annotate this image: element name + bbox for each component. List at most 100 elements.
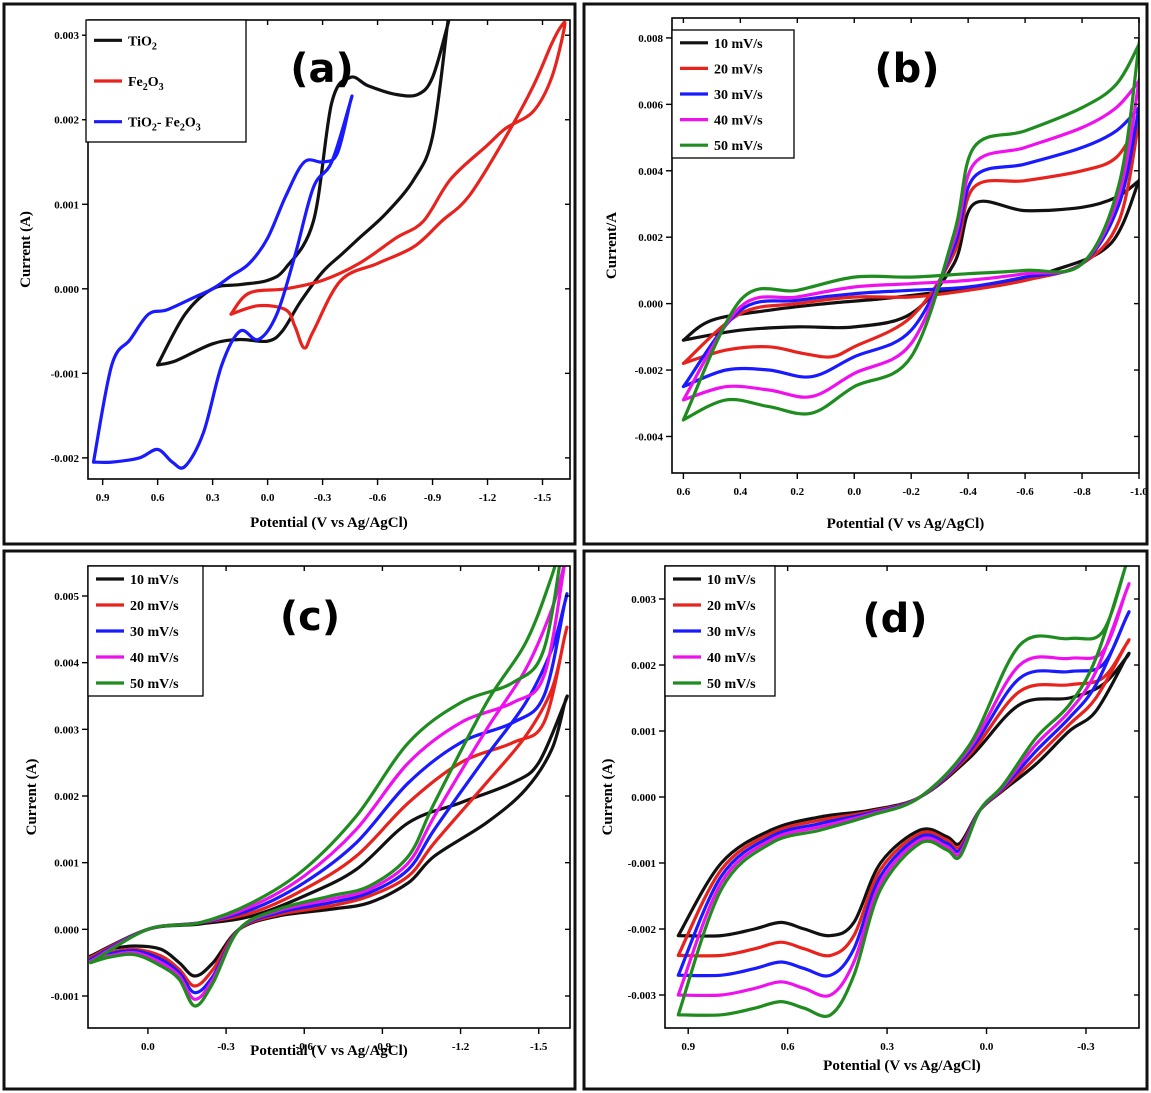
y-tick-label-b: 0.008	[638, 33, 663, 45]
x-tick-label-a: -0.3	[314, 492, 332, 504]
y-tick-label-a: 0.001	[54, 199, 79, 211]
series-line-c-5	[89, 566, 562, 1008]
y-tick-label-d: -0.003	[628, 990, 657, 1002]
x-tick-label-b: 0.6	[677, 486, 691, 498]
x-tick-label-b: 0.2	[790, 486, 804, 498]
panel-c-border	[2, 549, 577, 1091]
x-tick-label-c: -0.6	[296, 1041, 314, 1053]
y-tick-label-a: 0.000	[54, 284, 79, 296]
chart-panel-b: 0.6 0.4 0.2 0.0 -0.2 -0.4 -0.6 -0.8 -1.0 0.008 0.0…	[604, 17, 1148, 532]
chart-panel-c: 0.0 -0.3 -0.6 -0.9 -1.2 -1.5 0.005 0.004 0.003 0.…	[24, 565, 571, 1059]
legend-label-c-1: 10 mV/s	[130, 573, 179, 588]
panel-label-b: (b)	[874, 46, 939, 92]
x-tick-label-b: -0.6	[1016, 486, 1034, 498]
y-axis-title-c: Current (A)	[24, 759, 40, 836]
y-tick-label-b: -0.004	[635, 431, 664, 443]
legend-label-b-5: 50 mV/s	[714, 139, 763, 154]
y-tick-label-b: 0.002	[638, 232, 663, 244]
series-group-d	[676, 566, 1131, 1018]
legend-label-c-4: 40 mV/s	[130, 651, 179, 666]
y-tick-label-d: 0.002	[631, 660, 656, 672]
x-tick-label-b: -0.8	[1073, 486, 1091, 498]
x-tick-label-c: -1.5	[530, 1041, 548, 1053]
y-tick-label-c: -0.001	[51, 991, 79, 1003]
y-tick-label-a: -0.002	[51, 453, 80, 465]
legend-label-a-2: Fe2O3	[128, 75, 164, 93]
legend-label-c-5: 50 mV/s	[130, 677, 179, 692]
series-line-b-1	[681, 177, 1139, 342]
y-tick-label-a: -0.001	[51, 368, 79, 380]
y-tick-label-c: 0.003	[54, 724, 79, 736]
y-tick-label-d: 0.000	[631, 792, 656, 804]
y-tick-label-c: 0.005	[54, 591, 79, 603]
x-axis-title-a: Potential (V vs Ag/AgCl)	[250, 515, 408, 531]
legend-a: TiO2 Fe2O3 TiO2- Fe2O3	[85, 19, 247, 143]
y-tick-label-b: -0.002	[635, 365, 664, 377]
x-tick-label-a: 0.3	[206, 492, 220, 504]
x-tick-label-c: -1.2	[452, 1041, 470, 1053]
x-tick-label-a: -1.5	[534, 492, 552, 504]
x-axis-title-b: Potential (V vs Ag/AgCl)	[827, 516, 985, 532]
series-line-c-2	[89, 625, 569, 988]
legend-label-d-3: 30 mV/s	[707, 625, 756, 640]
legend-label-a-3: TiO2- Fe2O3	[128, 116, 201, 134]
panel-label-c: (c)	[280, 594, 340, 640]
plot-area-b	[671, 17, 1140, 474]
x-tick-label-b: -0.4	[959, 486, 977, 498]
panel-label-a: (a)	[290, 46, 354, 92]
plot-area-c	[87, 565, 571, 1029]
x-tick-label-a: 0.9	[96, 492, 110, 504]
y-tick-label-b: 0.000	[638, 299, 663, 311]
legend-label-d-2: 20 mV/s	[707, 599, 756, 614]
series-line-c-1	[89, 694, 569, 978]
x-tick-label-b: -0.2	[902, 486, 920, 498]
series-line-a-2	[229, 20, 567, 350]
legend-label-d-1: 10 mV/s	[707, 573, 756, 588]
chart-panel-d: 0.9 0.6 0.3 0.0 -0.3 0.003 0.002 0.001 0.000 -0.0…	[600, 565, 1140, 1074]
x-tick-label-b: 0.0	[847, 486, 861, 498]
series-group-a	[91, 20, 567, 470]
chart-panel-a: 0.9 0.6 0.3 0.0 -0.3 -0.6 -0.9 -1.2 -1.5 0.003 0.0…	[18, 19, 571, 531]
x-tick-label-a: -0.9	[424, 492, 442, 504]
legend-label-b-1: 10 mV/s	[714, 37, 763, 52]
x-tick-label-a: -1.2	[479, 492, 497, 504]
series-line-a-1	[156, 20, 451, 367]
series-group-c	[89, 566, 569, 1008]
series-line-b-2	[681, 114, 1139, 365]
legend-label-a-1: TiO2	[128, 34, 157, 52]
legend-label-c-2: 20 mV/s	[130, 599, 179, 614]
plot-area-a	[87, 19, 571, 480]
x-tick-label-c: -0.3	[217, 1041, 235, 1053]
x-tick-label-c: -0.9	[374, 1041, 392, 1053]
legend-b: 10 mV/s 20 mV/s 30 mV/s 40 mV/s 50 mV/s	[671, 29, 795, 159]
y-tick-label-d: -0.001	[628, 858, 656, 870]
y-axis-title-d: Current (A)	[600, 759, 616, 836]
x-tick-label-d: 0.0	[980, 1041, 994, 1053]
series-line-c-3	[89, 592, 569, 995]
x-tick-label-d: -0.3	[1077, 1041, 1095, 1053]
y-axis-title-a: Current (A)	[18, 211, 34, 288]
y-tick-label-a: 0.002	[54, 115, 79, 127]
y-tick-label-a: 0.003	[54, 30, 79, 42]
series-line-b-5	[681, 35, 1139, 422]
y-tick-label-b: 0.006	[638, 99, 663, 111]
y-tick-label-d: 0.003	[631, 594, 656, 606]
series-line-a-3	[91, 94, 354, 470]
legend-c: 10 mV/s 20 mV/s 30 mV/s 40 mV/s 50 mV/s	[87, 565, 204, 697]
legend-label-c-3: 30 mV/s	[130, 625, 179, 640]
y-tick-label-c: 0.004	[54, 658, 79, 670]
legend-label-b-4: 40 mV/s	[714, 114, 763, 129]
x-axis-title-c: Potential (V vs Ag/AgCl)	[250, 1043, 408, 1059]
series-group-b	[681, 35, 1139, 422]
x-tick-label-a: 0.0	[261, 492, 275, 504]
panel-label-d: (d)	[862, 596, 927, 642]
legend-label-d-5: 50 mV/s	[707, 677, 756, 692]
x-tick-label-d: 0.3	[880, 1041, 894, 1053]
y-axis-title-b: Current/A	[604, 212, 620, 279]
x-tick-label-c: 0.0	[141, 1041, 155, 1053]
y-tick-label-b: 0.004	[638, 166, 663, 178]
panel-b-border	[582, 2, 1149, 546]
legend-d: 10 mV/s 20 mV/s 30 mV/s 40 mV/s 50 mV/s	[664, 565, 776, 697]
legend-label-b-3: 30 mV/s	[714, 88, 763, 103]
